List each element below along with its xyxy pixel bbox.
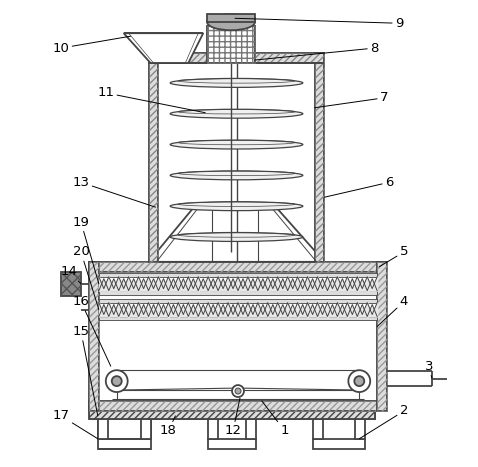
Text: 9: 9 bbox=[235, 17, 403, 30]
Ellipse shape bbox=[170, 171, 303, 180]
Circle shape bbox=[106, 370, 128, 392]
Text: 11: 11 bbox=[98, 86, 205, 113]
Bar bbox=[315, 53, 325, 262]
Bar bbox=[208, 439, 256, 449]
Text: 16: 16 bbox=[73, 295, 111, 366]
Text: 19: 19 bbox=[73, 216, 99, 283]
Polygon shape bbox=[149, 209, 325, 262]
Text: 13: 13 bbox=[73, 176, 155, 207]
Text: 17: 17 bbox=[53, 410, 98, 439]
Text: 7: 7 bbox=[315, 92, 389, 108]
Bar bbox=[98, 416, 108, 439]
Bar bbox=[246, 416, 256, 439]
Text: 6: 6 bbox=[325, 176, 393, 197]
Text: 1: 1 bbox=[262, 401, 289, 437]
Bar bbox=[89, 401, 387, 411]
Bar bbox=[98, 439, 151, 449]
Bar bbox=[149, 53, 159, 262]
Bar bbox=[377, 262, 387, 411]
Bar bbox=[149, 53, 159, 262]
Ellipse shape bbox=[170, 233, 303, 241]
Bar bbox=[207, 26, 255, 63]
Polygon shape bbox=[124, 33, 203, 63]
Circle shape bbox=[235, 388, 241, 394]
Bar bbox=[99, 272, 377, 401]
Bar bbox=[141, 416, 151, 439]
Circle shape bbox=[354, 376, 364, 386]
Ellipse shape bbox=[207, 14, 255, 30]
Text: 3: 3 bbox=[424, 360, 433, 378]
Text: 2: 2 bbox=[359, 404, 408, 439]
Circle shape bbox=[348, 370, 370, 392]
Bar bbox=[99, 273, 377, 277]
Text: 12: 12 bbox=[225, 398, 241, 437]
Text: 8: 8 bbox=[255, 42, 379, 60]
Bar bbox=[61, 272, 81, 296]
Text: 14: 14 bbox=[61, 265, 81, 283]
Bar bbox=[149, 53, 325, 63]
Bar bbox=[99, 290, 377, 295]
Ellipse shape bbox=[170, 109, 303, 118]
Bar bbox=[149, 53, 325, 63]
Bar bbox=[61, 272, 81, 296]
Text: 5: 5 bbox=[379, 245, 408, 267]
Circle shape bbox=[112, 376, 122, 386]
Bar bbox=[207, 26, 255, 63]
Text: 15: 15 bbox=[73, 325, 98, 416]
Text: 10: 10 bbox=[53, 36, 130, 55]
Bar bbox=[89, 262, 387, 272]
Text: 4: 4 bbox=[377, 295, 408, 326]
Bar bbox=[208, 416, 218, 439]
Bar bbox=[99, 298, 377, 303]
Bar bbox=[89, 401, 387, 411]
Bar bbox=[99, 317, 377, 320]
Bar bbox=[89, 262, 99, 411]
Bar bbox=[159, 63, 315, 262]
Bar bbox=[355, 416, 365, 439]
Ellipse shape bbox=[170, 202, 303, 211]
Bar bbox=[89, 411, 375, 419]
Bar bbox=[315, 53, 325, 262]
Bar bbox=[89, 411, 375, 419]
Circle shape bbox=[232, 385, 244, 397]
Text: 18: 18 bbox=[160, 416, 177, 437]
Bar bbox=[89, 262, 99, 411]
Bar bbox=[207, 14, 255, 22]
Ellipse shape bbox=[170, 78, 303, 87]
Bar bbox=[377, 262, 387, 411]
Bar bbox=[313, 439, 365, 449]
Text: 20: 20 bbox=[73, 245, 99, 310]
Bar bbox=[313, 416, 323, 439]
Ellipse shape bbox=[170, 140, 303, 149]
Bar bbox=[89, 262, 387, 272]
